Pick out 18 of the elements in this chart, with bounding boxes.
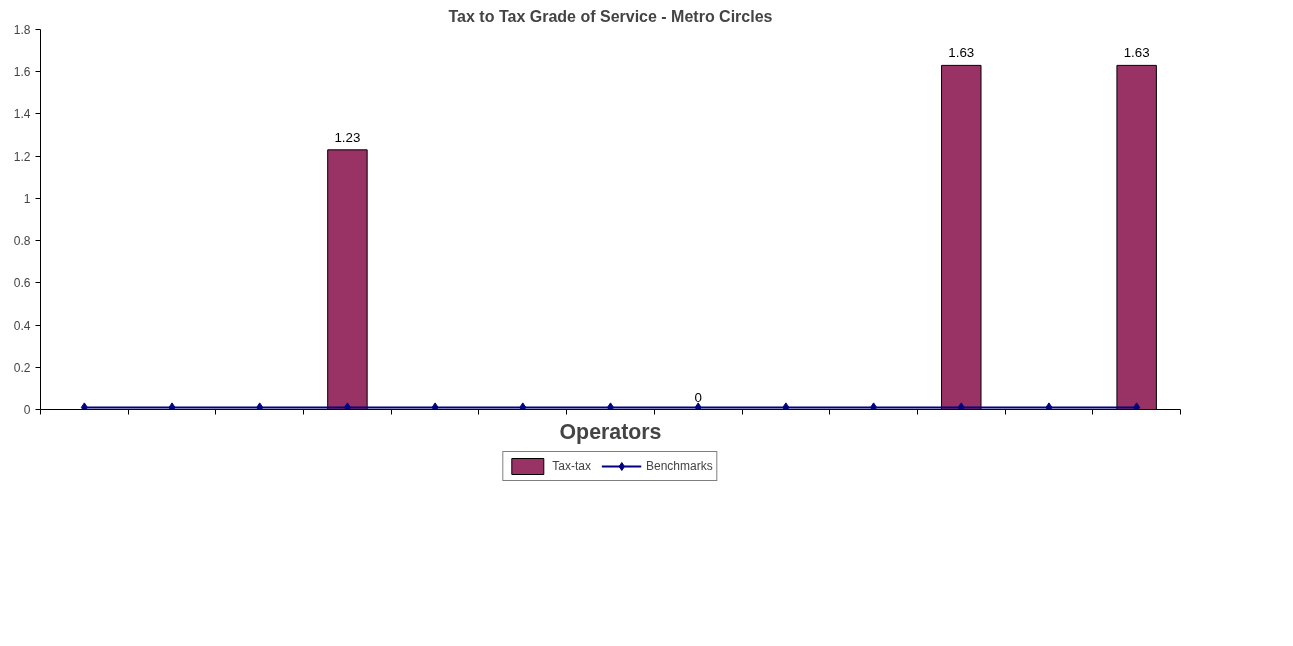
y-tick-label: 0 [23, 403, 31, 417]
y-tick-label: 0.2 [13, 360, 31, 375]
y-tick-label: 1.2 [13, 149, 31, 164]
chart-title: Tax to Tax Grade of Service - Metro Circles [448, 7, 773, 25]
y-tick-label: 1.8 [13, 23, 31, 37]
y-tick-label: 0.6 [13, 276, 31, 291]
x-axis-title: Operators [559, 419, 662, 444]
legend-label: Benchmarks [645, 459, 713, 473]
y-tick-label: 1.4 [13, 107, 31, 122]
y-tick-label: 1 [23, 191, 31, 206]
y-tick-label: 0.8 [13, 234, 31, 249]
data-label: 1.63 [1123, 45, 1150, 61]
data-label: 0 [694, 389, 702, 405]
data-label: 1.63 [948, 45, 975, 61]
y-tick-label: 0.4 [13, 318, 31, 333]
y-tick-label: 1.6 [13, 65, 31, 80]
legend-label: Tax-tax [552, 459, 591, 473]
data-label: 1.23 [334, 129, 361, 145]
